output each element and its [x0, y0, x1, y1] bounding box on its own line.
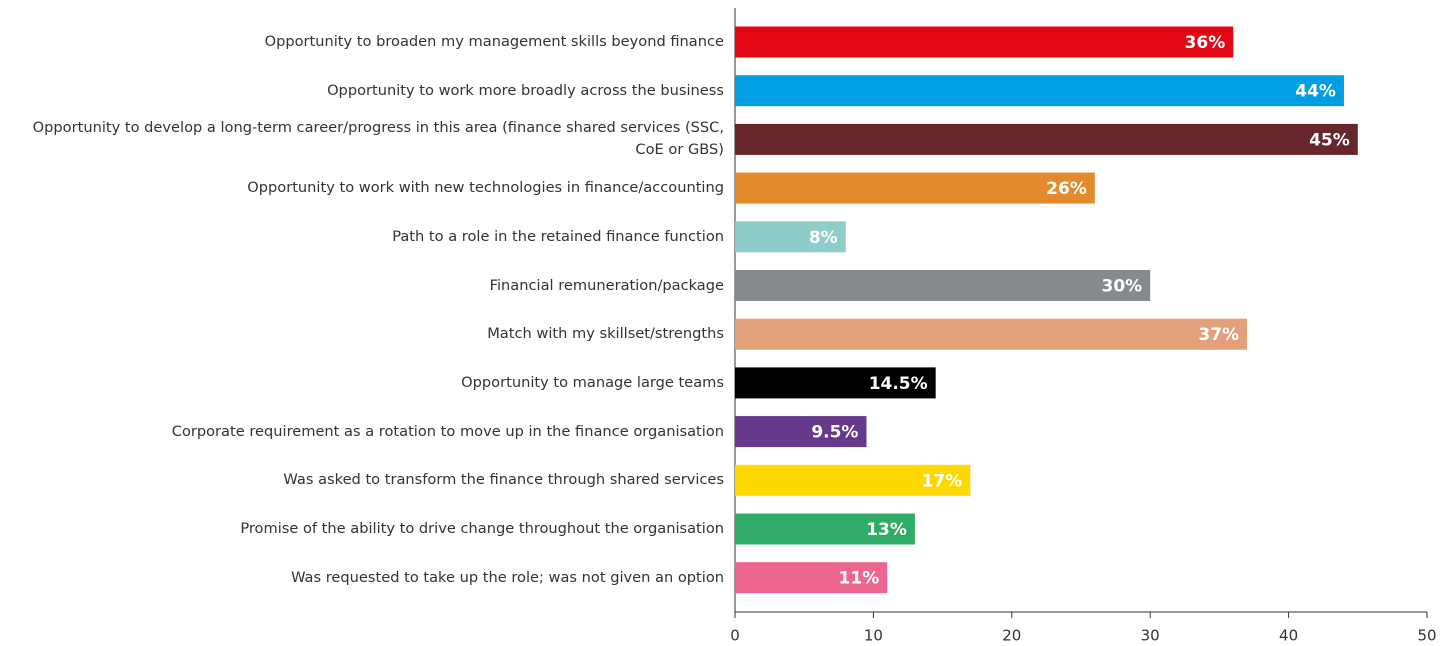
value-label: 8% [809, 228, 838, 248]
bar [735, 26, 1234, 58]
category-label: Financial remuneration/package [489, 276, 724, 294]
category-label: Match with my skillset/strengths [487, 325, 724, 343]
category-label: Opportunity to work with new technologie… [247, 179, 724, 197]
x-tick-label: 10 [864, 627, 883, 645]
value-label: 17% [922, 471, 963, 491]
value-label: 13% [866, 520, 907, 540]
category-label: Promise of the ability to drive change t… [240, 520, 724, 537]
bar [735, 562, 888, 594]
value-label: 45% [1309, 130, 1350, 150]
category-label: Opportunity to broaden my management ski… [264, 33, 724, 50]
value-label: 44% [1295, 82, 1336, 102]
category-label: Opportunity to manage large teams [461, 373, 724, 391]
bar [735, 75, 1344, 107]
category-label: Opportunity to work more broadly across … [327, 81, 724, 99]
bar [735, 270, 1151, 301]
bar [735, 123, 1358, 155]
category-label: Was requested to take up the role; was n… [291, 568, 724, 586]
x-tick-label: 50 [1417, 627, 1436, 645]
bar [735, 367, 936, 399]
category-label: Opportunity to develop a long-term caree… [32, 119, 724, 159]
value-label: 30% [1101, 277, 1142, 297]
x-tick-label: 30 [1141, 627, 1160, 645]
category-label: Path to a role in the retained finance f… [392, 227, 724, 245]
bar [735, 513, 915, 545]
category-label: Was asked to transform the finance throu… [283, 471, 724, 489]
value-label: 11% [839, 569, 880, 589]
value-label: 26% [1046, 179, 1087, 199]
bar [735, 172, 1095, 204]
value-label: 36% [1185, 33, 1226, 53]
value-label: 9.5% [811, 423, 858, 443]
value-label: 37% [1198, 325, 1239, 345]
x-tick-label: 0 [730, 627, 740, 645]
x-tick-label: 40 [1279, 627, 1298, 645]
category-label: Corporate requirement as a rotation to m… [171, 422, 724, 440]
bar [735, 221, 846, 253]
x-tick-label: 20 [1002, 627, 1021, 645]
bar [735, 416, 867, 448]
bar [735, 464, 971, 496]
bar [735, 318, 1248, 350]
value-label: 14.5% [869, 374, 928, 394]
